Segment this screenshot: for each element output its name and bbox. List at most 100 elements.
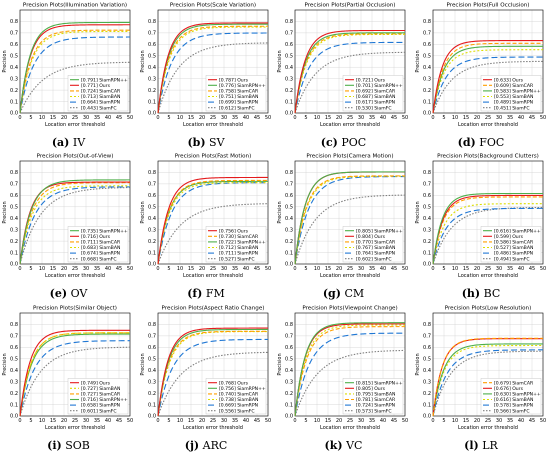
y-tick-label: 0.6	[285, 345, 293, 351]
y-axis-label: Precision	[2, 202, 8, 224]
x-tick-label: 30	[358, 418, 364, 424]
x-tick-label: 15	[187, 418, 193, 424]
legend-entry: [0.815] SiamRPN++	[356, 380, 403, 386]
legend-box	[67, 75, 129, 112]
series-line	[156, 182, 268, 265]
series-line	[431, 196, 543, 265]
x-tick-label: 30	[495, 115, 501, 121]
y-axis-label: Precision	[415, 50, 421, 72]
y-tick-label: 0.1	[285, 99, 293, 105]
series-line	[19, 331, 130, 416]
y-tick-label: 0.1	[148, 99, 156, 105]
x-axis-label: Location error threshold	[45, 425, 105, 431]
series-line	[19, 30, 130, 114]
x-tick-label: 10	[39, 266, 45, 272]
y-axis-label: Precision	[2, 353, 8, 375]
y-tick-label: 0.1	[10, 99, 18, 105]
series-line	[19, 29, 130, 114]
subfigure-caption: (k) VC	[275, 439, 412, 452]
legend-entry: [0.716] SiamRPN++	[81, 397, 128, 403]
legend-entry: [0.751] SiamBAN	[219, 94, 258, 100]
series-line	[431, 337, 543, 416]
y-tick-label: 0.6	[423, 42, 431, 48]
x-tick-label: 10	[451, 266, 457, 272]
legend-entry: [0.699] SiamRPN	[219, 100, 258, 106]
series-line	[19, 61, 131, 114]
x-tick-label: 50	[127, 115, 133, 121]
legend-entry: [0.730] SiamCAR	[219, 234, 259, 240]
y-tick-label: 0.3	[148, 379, 156, 385]
y-tick-label: 0.7	[10, 182, 18, 188]
y-tick-label: 0.5	[148, 205, 156, 211]
x-tick-label: 40	[242, 115, 248, 121]
y-tick-label: 0.0	[423, 262, 431, 268]
x-tick-label: 35	[506, 115, 512, 121]
x-tick-label: 15	[462, 418, 468, 424]
x-axis-label: Location error threshold	[320, 273, 380, 279]
series-line	[294, 41, 405, 114]
series-line	[19, 329, 130, 416]
legend-entry: [0.443] SiamFC	[81, 105, 117, 111]
x-tick-label: 0	[431, 266, 434, 272]
x-tick-label: 10	[176, 266, 182, 272]
series-line	[156, 203, 268, 265]
x-tick-label: 15	[325, 418, 331, 424]
x-tick-label: 15	[50, 266, 56, 272]
y-tick-label: 0.1	[423, 99, 431, 105]
x-tick-label: 45	[528, 115, 534, 121]
legend-entry: [0.553] SiamBAN	[494, 94, 533, 100]
legend-entry: [0.776] SiamRPN++	[219, 83, 266, 89]
y-tick-label: 0.4	[423, 368, 431, 374]
x-tick-label: 50	[264, 418, 270, 424]
y-tick-label: 0.4	[285, 216, 293, 222]
x-tick-label: 30	[83, 418, 89, 424]
x-tick-label: 10	[176, 115, 182, 121]
x-tick-label: 40	[380, 115, 386, 121]
y-tick-label: 0.7	[423, 182, 431, 188]
subfigure-attribute: FM	[202, 287, 225, 301]
x-tick-label: 15	[462, 266, 468, 272]
legend-entry: [0.701] SiamRPN++	[356, 83, 403, 89]
x-tick-label: 20	[473, 418, 479, 424]
y-tick-label: 0.2	[423, 390, 431, 396]
series-line	[19, 36, 130, 114]
x-tick-label: 25	[72, 115, 78, 121]
y-tick-label: 0.4	[10, 368, 18, 374]
chart-title: Precision Plots(Aspect Ratio Change)	[161, 305, 264, 311]
y-tick-label: 0.7	[285, 31, 293, 37]
x-tick-label: 5	[167, 418, 170, 424]
y-tick-label: 0.1	[148, 402, 156, 408]
series-line	[431, 208, 543, 265]
series-line	[431, 40, 543, 114]
x-tick-label: 35	[94, 115, 100, 121]
x-tick-label: 15	[187, 115, 193, 121]
series-line	[156, 42, 268, 114]
legend-entry: [0.687] SiamBAN	[356, 94, 395, 100]
x-tick-label: 45	[391, 266, 397, 272]
subfigure-letter: (e)	[49, 287, 68, 301]
series-line	[156, 182, 268, 265]
legend-entry: [0.616] SiamRPN++	[494, 229, 541, 235]
legend-box	[342, 377, 404, 414]
legend-entry: [0.630] SiamRPN++	[494, 391, 541, 397]
legend-entry: [0.787] Ours	[219, 77, 249, 83]
plot-frame	[19, 9, 131, 114]
legend-entry: [0.530] SiamFC	[356, 105, 392, 111]
x-tick-label: 5	[29, 418, 32, 424]
y-tick-label: 0.8	[285, 322, 293, 328]
legend-box	[67, 226, 129, 263]
series-line	[156, 351, 268, 416]
series-line	[156, 338, 268, 416]
x-tick-label: 30	[220, 115, 226, 121]
x-tick-label: 50	[539, 418, 545, 424]
x-tick-label: 50	[402, 266, 408, 272]
x-tick-label: 45	[391, 115, 397, 121]
x-tick-label: 35	[94, 418, 100, 424]
y-tick-label: 0.6	[10, 42, 18, 48]
y-axis-label: Precision	[415, 353, 421, 375]
subfigure-letter: (c)	[320, 136, 338, 149]
x-tick-label: 20	[198, 115, 204, 121]
y-tick-label: 0.8	[285, 170, 293, 176]
y-tick-label: 0.6	[10, 345, 18, 351]
y-tick-label: 0.1	[285, 402, 293, 408]
